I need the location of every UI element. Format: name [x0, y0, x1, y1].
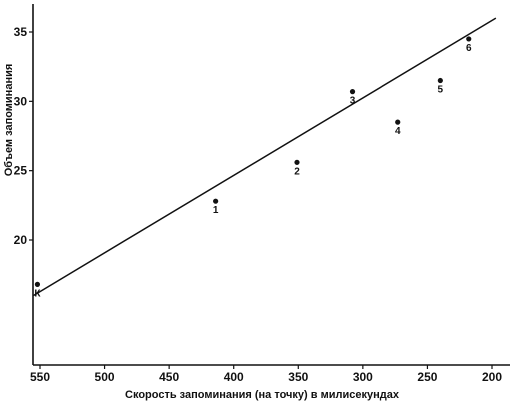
y-axis-label: Объем запоминания [3, 64, 15, 177]
data-point [294, 159, 300, 165]
data-point [466, 36, 472, 42]
y-tick-label: 30 [14, 94, 28, 108]
data-point [34, 281, 41, 287]
data-point-label: 5 [438, 85, 444, 96]
data-point-label: 4 [395, 126, 401, 137]
x-tick-label: 500 [95, 370, 115, 384]
data-point [437, 77, 443, 84]
x-tick-label: 300 [353, 370, 373, 384]
data-point-label: 1 [213, 205, 219, 216]
fit-line [33, 17, 497, 297]
data-points: К 1 2 3 4 5 6 [34, 36, 472, 299]
data-point-label: 6 [466, 43, 472, 54]
x-axis-ticks: 550 500 450 400 350 300 250 200 [30, 365, 502, 384]
data-point [349, 89, 356, 95]
x-tick-label: 450 [159, 370, 179, 384]
data-point [395, 119, 401, 125]
x-tick-label: 350 [288, 370, 308, 384]
x-axis-label: Скорость запоминания (на точку) в милисе… [125, 389, 400, 401]
y-tick-label: 25 [14, 164, 28, 178]
y-tick-label: 20 [14, 233, 28, 247]
data-point-label: 2 [294, 166, 300, 177]
data-point-label: К [34, 288, 41, 299]
y-tick-label: 35 [14, 25, 28, 39]
y-axis-ticks: 20 25 30 35 [14, 25, 33, 247]
axes [32, 4, 510, 366]
x-tick-label: 250 [417, 370, 437, 384]
data-point-label: 3 [350, 96, 356, 107]
data-point [213, 198, 219, 204]
x-tick-label: 200 [482, 370, 502, 384]
fit-line-group [33, 17, 497, 297]
x-tick-label: 550 [30, 370, 50, 384]
x-tick-label: 400 [224, 370, 244, 384]
